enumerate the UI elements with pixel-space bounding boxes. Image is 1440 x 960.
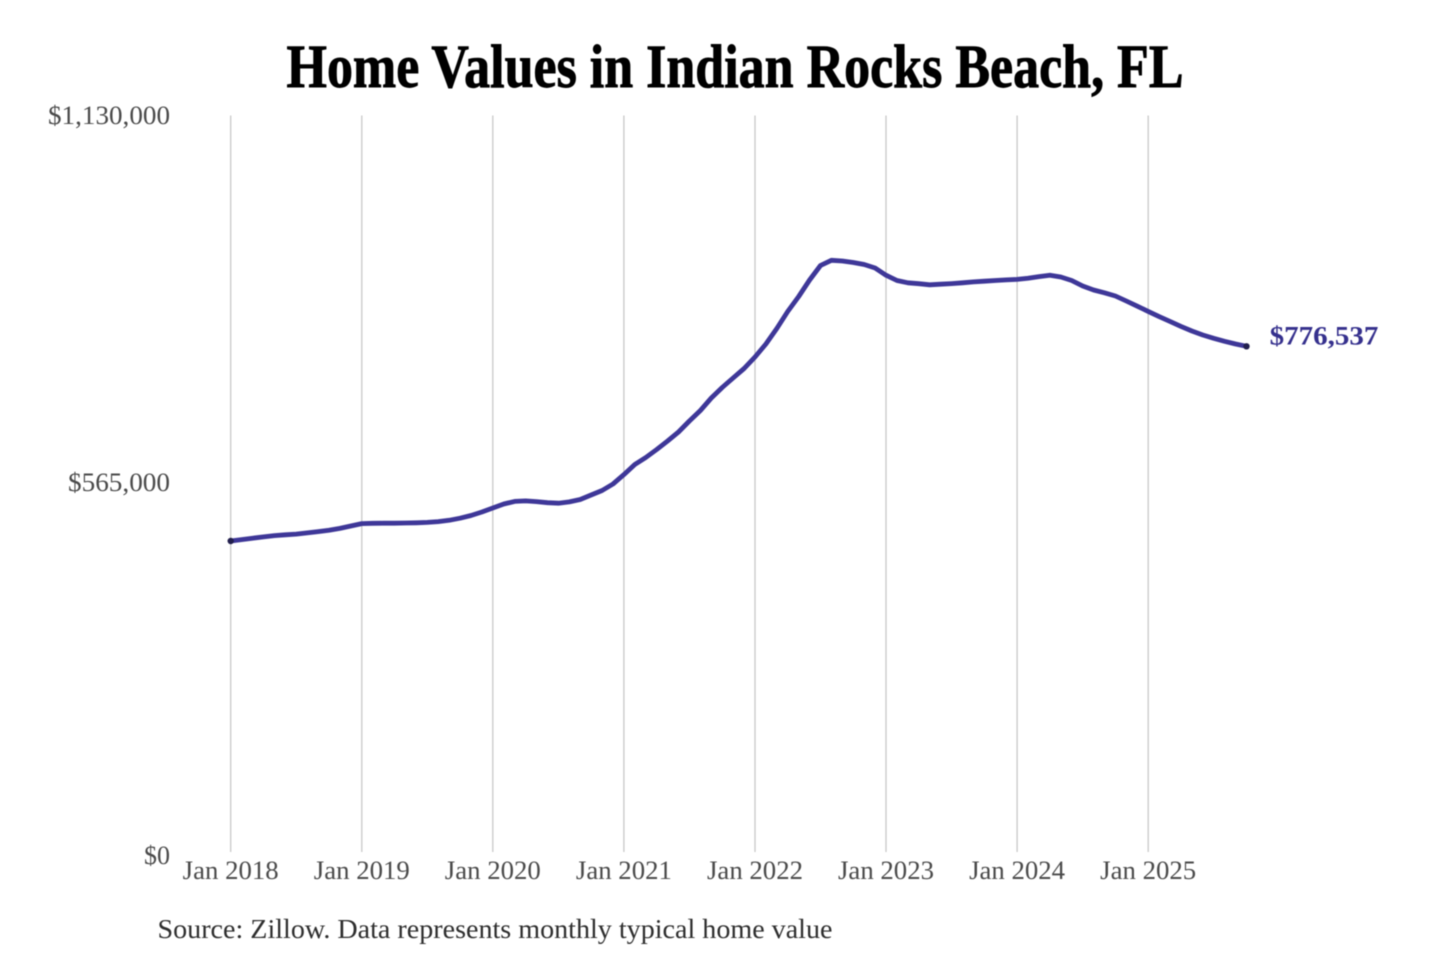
svg-text:$776,537: $776,537: [1270, 321, 1379, 351]
svg-text:Jan 2019: Jan 2019: [314, 856, 410, 885]
svg-text:Jan 2021: Jan 2021: [576, 856, 672, 885]
svg-text:Jan 2023: Jan 2023: [838, 856, 934, 885]
svg-text:$0: $0: [144, 841, 170, 870]
svg-text:Jan 2024: Jan 2024: [969, 856, 1065, 885]
svg-text:Jan 2020: Jan 2020: [445, 856, 541, 885]
svg-text:$1,130,000: $1,130,000: [48, 101, 170, 130]
svg-text:Source: Zillow. Data represent: Source: Zillow. Data represents monthly …: [158, 914, 833, 944]
svg-text:Jan 2025: Jan 2025: [1100, 856, 1196, 885]
svg-text:$565,000: $565,000: [68, 468, 170, 497]
svg-text:Home Values in Indian Rocks Be: Home Values in Indian Rocks Beach, FL: [287, 33, 1184, 101]
svg-text:Jan 2018: Jan 2018: [183, 856, 279, 885]
svg-text:Jan 2022: Jan 2022: [707, 856, 803, 885]
